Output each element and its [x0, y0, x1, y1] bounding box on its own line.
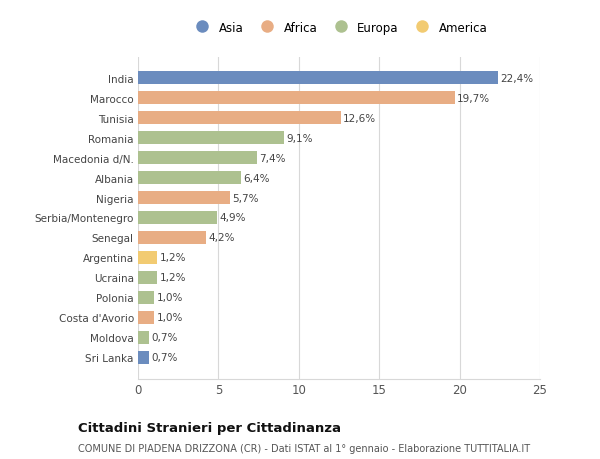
Bar	[138, 271, 157, 284]
Text: 19,7%: 19,7%	[457, 94, 490, 103]
Text: 1,0%: 1,0%	[157, 293, 183, 303]
Text: 4,9%: 4,9%	[219, 213, 246, 223]
Bar	[138, 92, 455, 105]
Text: 9,1%: 9,1%	[287, 133, 313, 143]
Text: 12,6%: 12,6%	[343, 113, 376, 123]
Bar	[138, 72, 498, 85]
Bar	[138, 212, 217, 224]
Text: Cittadini Stranieri per Cittadinanza: Cittadini Stranieri per Cittadinanza	[78, 421, 341, 434]
Text: 6,4%: 6,4%	[244, 173, 270, 183]
Bar	[138, 172, 241, 185]
Bar	[138, 252, 157, 264]
Text: 0,7%: 0,7%	[152, 333, 178, 342]
Bar	[138, 152, 257, 165]
Bar	[138, 132, 284, 145]
Bar	[138, 191, 230, 205]
Text: 1,2%: 1,2%	[160, 273, 186, 283]
Text: 1,0%: 1,0%	[157, 313, 183, 323]
Bar	[138, 291, 154, 304]
Text: 7,4%: 7,4%	[259, 153, 286, 163]
Text: 5,7%: 5,7%	[232, 193, 259, 203]
Text: COMUNE DI PIADENA DRIZZONA (CR) - Dati ISTAT al 1° gennaio - Elaborazione TUTTIT: COMUNE DI PIADENA DRIZZONA (CR) - Dati I…	[78, 443, 530, 453]
Text: 1,2%: 1,2%	[160, 253, 186, 263]
Bar	[138, 351, 149, 364]
Text: 22,4%: 22,4%	[500, 73, 534, 84]
Text: 4,2%: 4,2%	[208, 233, 235, 243]
Bar	[138, 231, 206, 245]
Text: 0,7%: 0,7%	[152, 353, 178, 363]
Bar	[138, 331, 149, 344]
Bar	[138, 311, 154, 324]
Legend: Asia, Africa, Europa, America: Asia, Africa, Europa, America	[190, 22, 488, 34]
Bar	[138, 112, 341, 125]
